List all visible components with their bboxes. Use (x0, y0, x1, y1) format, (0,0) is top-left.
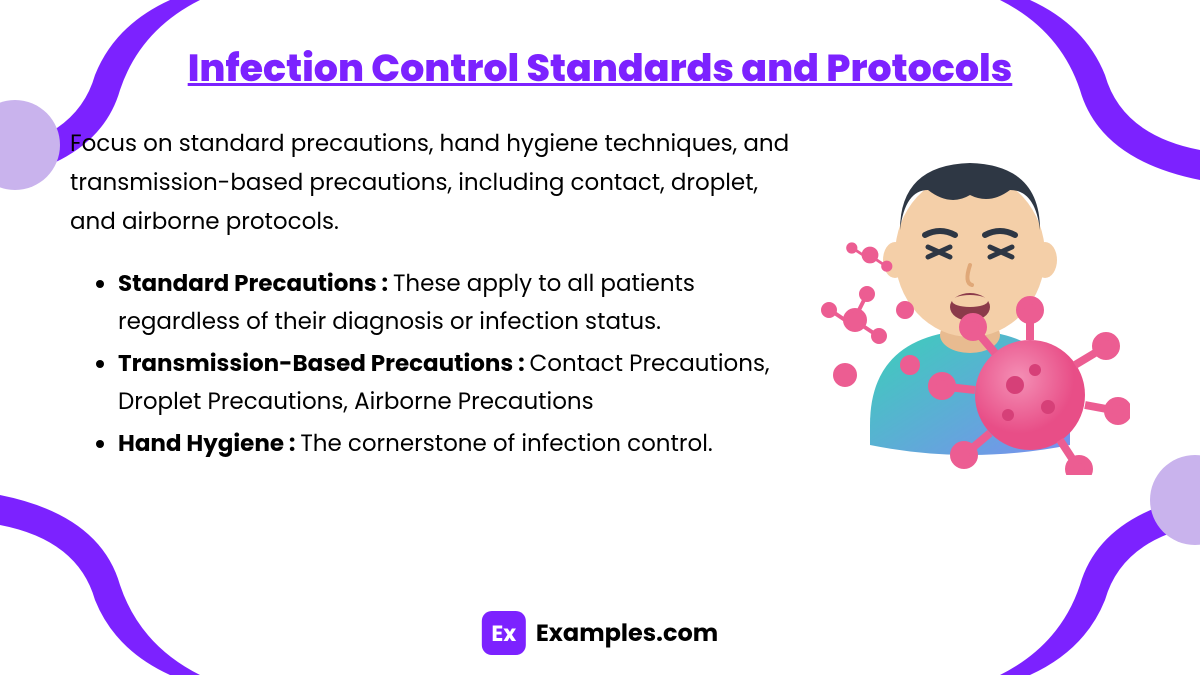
text-column: Focus on standard precautions, hand hygi… (70, 125, 790, 475)
footer-badge-icon: Ex (482, 611, 526, 655)
bullet-text: The cornerstone of infection control. (300, 428, 712, 460)
content-area: Infection Control Standards and Protocol… (0, 0, 1200, 675)
list-item: Standard Precautions : These apply to al… (118, 266, 790, 342)
bullet-label: Transmission-Based Precautions : (118, 348, 530, 380)
bullet-label: Standard Precautions : (118, 268, 393, 300)
bullet-label: Hand Hygiene : (118, 428, 300, 460)
list-item: Hand Hygiene : The cornerstone of infect… (118, 426, 790, 464)
illustration (810, 135, 1130, 475)
intro-paragraph: Focus on standard precautions, hand hygi… (70, 125, 790, 242)
list-item: Transmission-Based Precautions : Contact… (118, 346, 790, 422)
page-title: Infection Control Standards and Protocol… (70, 40, 1130, 97)
footer-site: Examples.com (536, 616, 718, 651)
footer: Ex Examples.com (482, 611, 718, 655)
bullet-list: Standard Precautions : These apply to al… (70, 266, 790, 464)
